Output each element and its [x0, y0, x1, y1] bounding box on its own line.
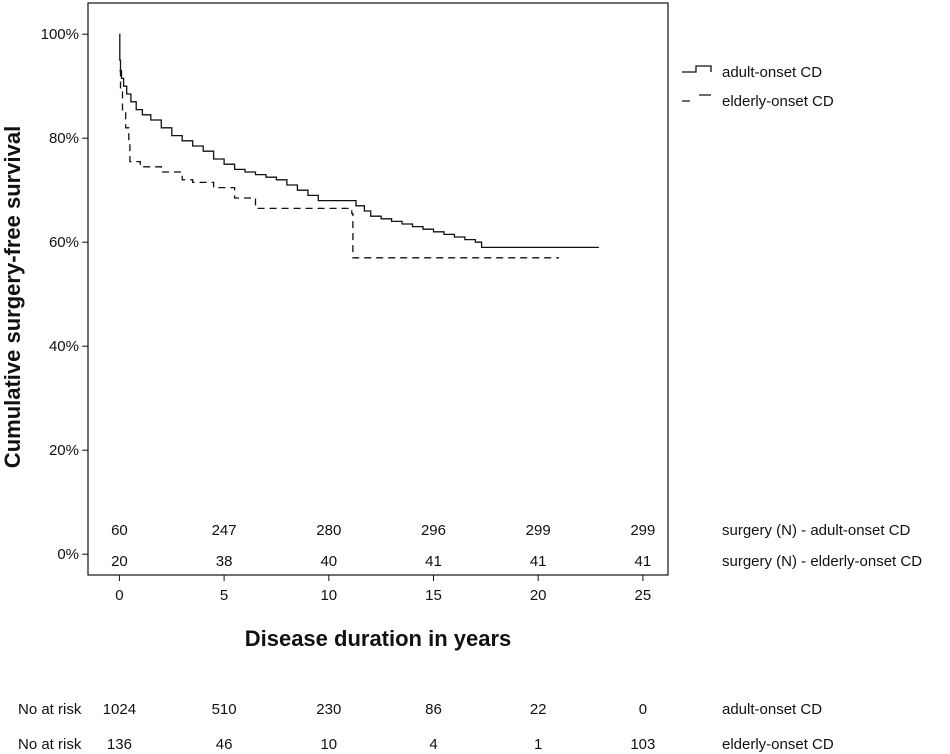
- surgery-cell-0-3: 296: [421, 522, 446, 539]
- legend-label-0: adult-onset CD: [722, 64, 822, 81]
- x-tick-label-1: 5: [220, 587, 228, 604]
- x-tick-label-4: 20: [530, 587, 547, 604]
- series-line-1: [119, 69, 560, 259]
- y-axis: 0% 20% 40% 60% 80% 100%: [41, 26, 88, 563]
- y-tick-label-2: 40%: [49, 338, 79, 355]
- y-tick-label-0: 0%: [57, 546, 79, 563]
- y-axis-title: Cumulative surgery-free survival: [0, 126, 25, 468]
- surgery-row-label-0: surgery (N) - adult-onset CD: [722, 522, 911, 539]
- risk-cell-1-2: 10: [320, 736, 337, 753]
- risk-cell-0-0: 1024: [103, 701, 136, 718]
- surgery-cell-1-2: 40: [320, 553, 337, 570]
- risk-table: No at risk 1024 510 230 86 22 0 adult-onset CD N…: [18, 701, 834, 753]
- surgery-cell-1-1: 38: [216, 553, 233, 570]
- y-tick-label-1: 20%: [49, 442, 79, 459]
- risk-cell-1-5: 103: [630, 736, 655, 753]
- x-tick-label-3: 15: [425, 587, 442, 604]
- surgery-cell-1-0: 20: [111, 553, 128, 570]
- x-tick-label-5: 25: [635, 587, 652, 604]
- surgery-table: 60 247 280 296 299 299 surgery (N) - adult-ons…: [111, 522, 922, 570]
- surgery-cell-1-4: 41: [530, 553, 547, 570]
- risk-cell-0-5: 0: [639, 701, 647, 718]
- risk-cell-0-1: 510: [212, 701, 237, 718]
- surgery-cell-1-3: 41: [425, 553, 442, 570]
- surgery-cell-0-0: 60: [111, 522, 128, 539]
- risk-cell-1-1: 46: [216, 736, 233, 753]
- risk-cell-1-3: 4: [429, 736, 437, 753]
- surgery-cell-0-4: 299: [526, 522, 551, 539]
- surgery-cell-0-1: 247: [212, 522, 237, 539]
- risk-cell-1-0: 136: [107, 736, 132, 753]
- surgery-cell-0-5: 299: [630, 522, 655, 539]
- plot-frame: [87, 2, 669, 576]
- y-tick-label-4: 80%: [49, 130, 79, 147]
- series-lines: [119, 33, 599, 259]
- legend: adult-onset CD elderly-onset CD: [682, 64, 834, 110]
- series-line-0: [119, 33, 599, 249]
- risk-cell-0-2: 230: [316, 701, 341, 718]
- x-tick-label-2: 10: [320, 587, 337, 604]
- risk-row-label-0: adult-onset CD: [722, 701, 822, 718]
- risk-cell-1-4: 1: [534, 736, 542, 753]
- x-axis: 0 5 10 15 20 25: [115, 575, 651, 604]
- legend-symbol-0: [682, 65, 712, 73]
- risk-prefix-0: No at risk: [18, 701, 82, 718]
- x-tick-label-0: 0: [115, 587, 123, 604]
- legend-symbol-1: [682, 94, 711, 102]
- risk-cell-0-3: 86: [425, 701, 442, 718]
- surgery-row-label-1: surgery (N) - elderly-onset CD: [722, 553, 922, 570]
- risk-prefix-1: No at risk: [18, 736, 82, 753]
- legend-label-1: elderly-onset CD: [722, 93, 834, 110]
- risk-row-label-1: elderly-onset CD: [722, 736, 834, 753]
- surgery-cell-0-2: 280: [316, 522, 341, 539]
- y-tick-label-3: 60%: [49, 234, 79, 251]
- surgery-cell-1-5: 41: [635, 553, 652, 570]
- y-tick-label-5: 100%: [41, 26, 79, 43]
- risk-cell-0-4: 22: [530, 701, 547, 718]
- x-axis-title: Disease duration in years: [245, 626, 512, 651]
